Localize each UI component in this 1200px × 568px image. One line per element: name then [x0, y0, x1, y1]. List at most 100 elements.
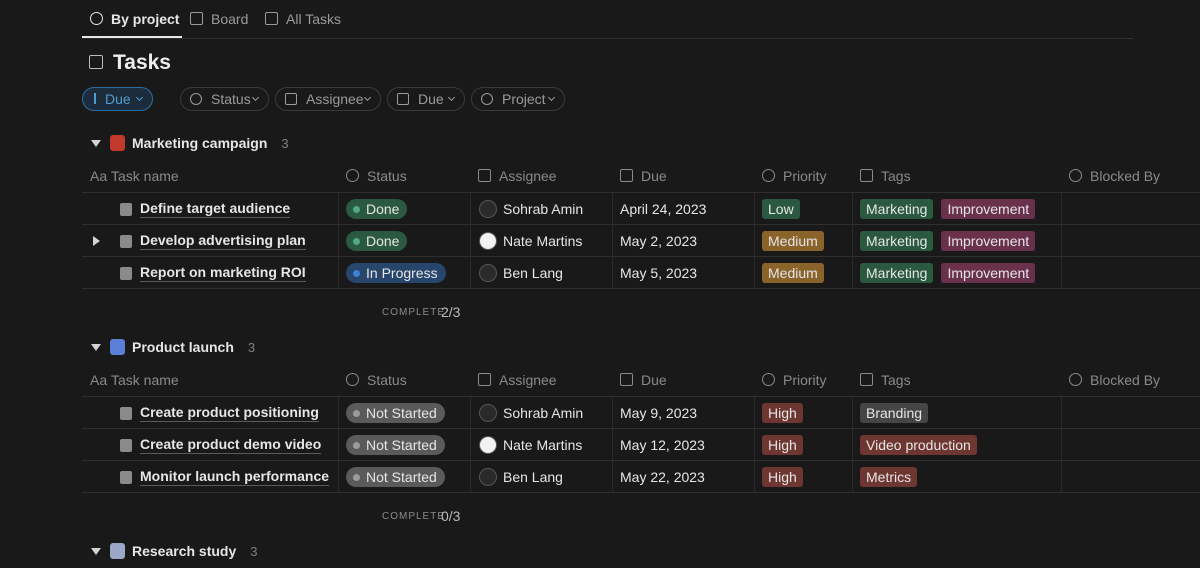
- cell-divider: [338, 225, 339, 257]
- icon: [860, 169, 873, 182]
- cell-divider: [470, 193, 471, 225]
- assignee: Sohrab Amin: [503, 405, 584, 421]
- task-name[interactable]: Report on marketing ROI: [140, 264, 306, 282]
- cell-divider: [1061, 193, 1062, 225]
- cell-divider: [754, 225, 755, 257]
- group-name: Product launch: [132, 339, 234, 355]
- filter-pill[interactable]: Due: [387, 87, 465, 111]
- tag: Branding: [860, 403, 929, 423]
- due-date: May 22, 2023: [620, 469, 705, 485]
- icon: [479, 468, 497, 486]
- tags: Video production: [860, 435, 977, 455]
- filter-pill[interactable]: Project: [471, 87, 565, 111]
- task-name[interactable]: Create product demo video: [140, 436, 322, 454]
- cell-divider: [338, 257, 339, 289]
- cell-divider: [852, 397, 853, 429]
- cell-divider: [470, 429, 471, 461]
- status-text: Not Started: [366, 469, 437, 485]
- icon: [285, 93, 297, 105]
- tag: Improvement: [941, 263, 1036, 283]
- tag: Marketing: [860, 231, 934, 251]
- cell-divider: [852, 225, 853, 257]
- filter-pill[interactable]: Status: [180, 87, 269, 111]
- icon: [120, 407, 132, 420]
- icon: [1069, 373, 1082, 386]
- icon: [346, 169, 359, 182]
- row-line: [82, 288, 1200, 289]
- icon: [91, 548, 101, 555]
- row-line: [82, 460, 1200, 461]
- due-date: April 24, 2023: [620, 201, 707, 217]
- status-text: In Progress: [366, 265, 438, 281]
- priority-pill: Low: [762, 199, 800, 219]
- filter-label: Assignee: [306, 91, 364, 107]
- status-dot: [353, 441, 360, 449]
- row-line: [82, 428, 1200, 429]
- cell-divider: [1061, 429, 1062, 461]
- tag: Marketing: [860, 263, 934, 283]
- icon: [762, 169, 775, 182]
- group-count: 3: [250, 543, 258, 559]
- assignee: Ben Lang: [503, 469, 563, 485]
- status-text: Done: [366, 201, 400, 217]
- filter-label: Due: [105, 91, 131, 107]
- column-header: Blocked By: [1090, 168, 1161, 184]
- icon: [120, 439, 132, 452]
- filter-label: Due: [418, 91, 444, 107]
- task-name[interactable]: Develop advertising plan: [140, 232, 306, 250]
- assignee: Nate Martins: [503, 233, 583, 249]
- cell-divider: [1061, 225, 1062, 257]
- complete-label: COMPLETE: [382, 511, 446, 522]
- tab[interactable]: All Tasks: [286, 11, 341, 27]
- icon: [346, 373, 359, 386]
- complete-value: 2/3: [441, 304, 461, 320]
- column-header: Task name: [111, 372, 179, 388]
- status-pill: Done: [346, 199, 408, 219]
- priority-pill: High: [762, 403, 803, 423]
- status-pill: Not Started: [346, 467, 445, 487]
- icon: [479, 436, 497, 454]
- task-name[interactable]: Define target audience: [140, 200, 291, 218]
- due-date: May 5, 2023: [620, 265, 698, 281]
- cell-divider: [470, 397, 471, 429]
- filter-pill[interactable]: Assignee: [275, 87, 381, 111]
- priority-pill: High: [762, 435, 803, 455]
- filter-pill[interactable]: Due: [82, 87, 153, 111]
- cell-divider: [1061, 257, 1062, 289]
- icon: [620, 373, 633, 386]
- icon: [120, 203, 132, 216]
- cell-divider: [470, 257, 471, 289]
- icon: [120, 471, 132, 484]
- tab[interactable]: Board: [211, 11, 249, 27]
- icon: [479, 404, 497, 422]
- complete-value: 0/3: [441, 508, 461, 524]
- icon: [479, 264, 497, 282]
- icon: [762, 373, 775, 386]
- tag: Marketing: [860, 199, 934, 219]
- status-text: Done: [366, 233, 400, 249]
- due-date: May 2, 2023: [620, 233, 698, 249]
- cell-divider: [612, 225, 613, 257]
- row-line: [82, 192, 1200, 193]
- tab[interactable]: By project: [111, 11, 180, 27]
- tag: Improvement: [941, 199, 1036, 219]
- row-line: [82, 396, 1200, 397]
- status-text: Not Started: [366, 405, 437, 421]
- status-text: Not Started: [366, 437, 437, 453]
- icon: [190, 93, 202, 105]
- tags: Marketing Improvement: [860, 263, 1036, 283]
- cell-divider: [338, 429, 339, 461]
- cell-divider: [754, 461, 755, 493]
- status-dot: [353, 237, 360, 245]
- task-name[interactable]: Create product positioning: [140, 404, 319, 422]
- group-name: Research study: [132, 543, 237, 559]
- tag: Improvement: [941, 231, 1036, 251]
- cell-divider: [612, 429, 613, 461]
- column-header: Task name: [111, 168, 179, 184]
- page-title: Tasks: [113, 51, 171, 74]
- task-name[interactable]: Monitor launch performance: [140, 468, 330, 486]
- icon: [620, 169, 633, 182]
- icon: [120, 235, 132, 248]
- icon: [478, 373, 491, 386]
- icon: [94, 93, 96, 104]
